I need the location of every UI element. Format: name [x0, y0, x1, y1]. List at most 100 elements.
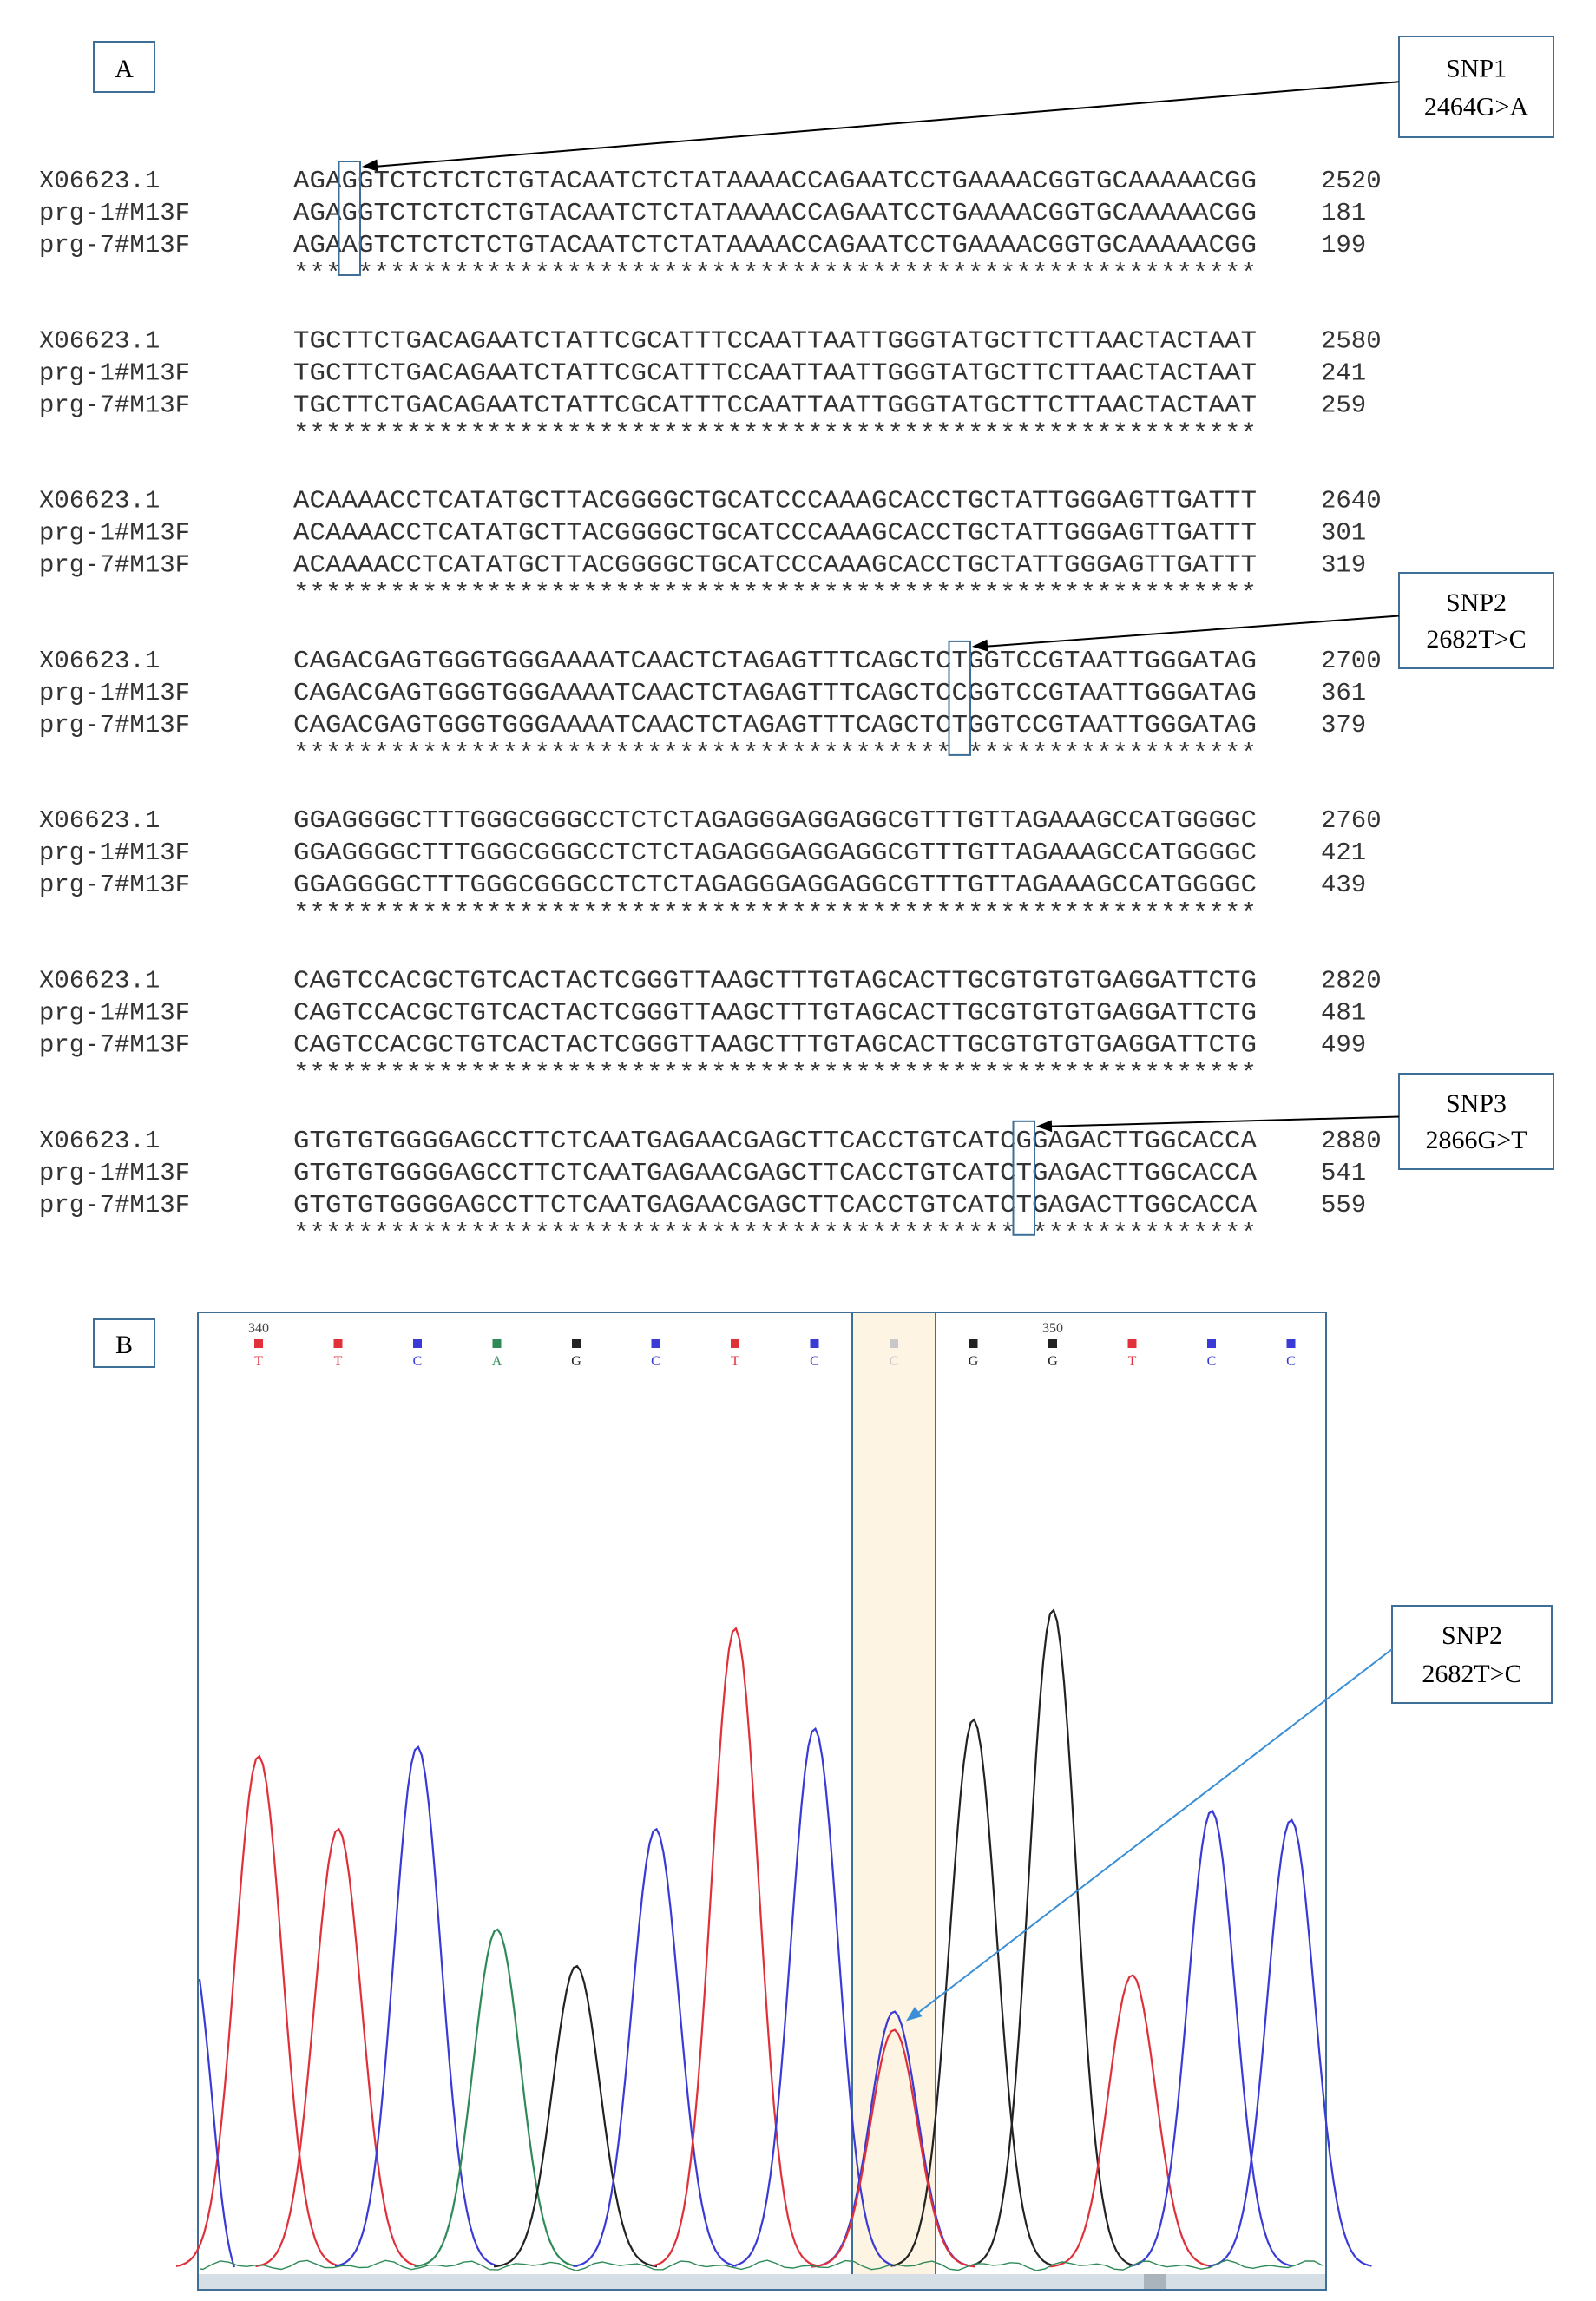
trace-peak: [890, 1718, 1054, 2267]
sequence-text: CAGTCCACGCTGTCACTACTCGGGTTAAGCTTTGTAGCAC…: [293, 1031, 1257, 1060]
sequence-name: prg-1#M13F: [39, 679, 190, 707]
chromatogram-snp-callout-box: [1391, 1605, 1553, 1704]
sequence-name: prg-7#M13F: [39, 231, 190, 260]
chromatogram-snp-arrow-line: [916, 1648, 1393, 2015]
sequence-text: CAGTCCACGCTGTCACTACTCGGGTTAAGCTTTGTAGCAC…: [293, 967, 1257, 996]
sequence-text: TGCTTCTGACAGAATCTATTCGCATTTCCAATTAATTGGG…: [293, 391, 1257, 419]
base-call-marker: [254, 1339, 263, 1348]
base-call-letter: C: [413, 1354, 423, 1369]
sequence-name: X06623.1: [39, 167, 160, 195]
consensus-line: ****************************************…: [293, 1220, 1257, 1248]
snp-callout-box: [1398, 1073, 1554, 1170]
base-call-marker: [413, 1339, 422, 1348]
sequence-position: 2820: [1321, 967, 1382, 996]
base-call-marker: [1048, 1339, 1057, 1348]
base-call-letter: G: [1048, 1354, 1058, 1369]
sequence-position: 199: [1321, 231, 1366, 260]
panel-b-chromatogram: B 340 350 T T C A G C T C C G G T C C SNP2 2682T>C: [93, 1312, 1553, 2291]
base-call-marker: [572, 1339, 581, 1348]
snp-callout-change: 2682T>C: [1426, 625, 1526, 654]
panel-a-label-box: [93, 41, 155, 93]
sequence-text: ACAAAACCTCATATGCTTACGGGGCTGCATCCCAAAGCAC…: [293, 551, 1257, 580]
sequence-position: 481: [1321, 999, 1366, 1028]
base-call-letter: T: [1128, 1354, 1137, 1369]
sequence-name: prg-7#M13F: [39, 551, 190, 580]
sequence-text: CAGTCCACGCTGTCACTACTCGGGTTAAGCTTTGTAGCAC…: [293, 999, 1257, 1028]
chromatogram-snp-arrow-head: [906, 2006, 923, 2022]
snp-callouts: SNP1 2464G>A SNP2 2682T>C SNP3 2866G>T: [362, 36, 1554, 1170]
consensus-line: ****************************************…: [293, 580, 1257, 608]
sequence-position: 2880: [1321, 1127, 1382, 1155]
base-call-marker: [810, 1339, 819, 1348]
sequence-name: X06623.1: [39, 487, 160, 516]
snp-callout-name: SNP1: [1446, 54, 1507, 82]
sequence-text: TGCTTCTGACAGAATCTATTCGCATTTCCAATTAATTGGG…: [293, 326, 1257, 355]
sequence-name: X06623.1: [39, 806, 160, 835]
sequence-position: 541: [1321, 1159, 1366, 1187]
trace-position-label: 340: [248, 1321, 269, 1336]
base-call-marker: [1127, 1339, 1137, 1348]
trace-edge-peak: [198, 1978, 236, 2268]
sequence-text: GGAGGGGCTTTGGGCGGGCCTCTCTAGAGGGAGGAGGCGT…: [293, 871, 1257, 899]
sequence-name: prg-1#M13F: [39, 358, 190, 387]
consensus-line: ****************************************…: [293, 419, 1257, 448]
trace-peak: [1049, 1974, 1213, 2268]
sequence-text: GGAGGGGCTTTGGGCGGGCCTCTCTAGAGGGAGGAGGCGT…: [293, 806, 1257, 835]
sequence-text: ACAAAACCTCATATGCTTACGGGGCTGCATCCCAAAGCAC…: [293, 487, 1257, 516]
trace-peak: [493, 1964, 658, 2268]
base-call-letter: T: [731, 1354, 739, 1369]
snp-callout-box: [1398, 572, 1554, 669]
chromatogram-frame: [197, 1312, 1327, 2291]
sequence-position: 259: [1321, 391, 1366, 419]
sequence-position: 2580: [1321, 326, 1382, 355]
snp-arrow-head: [362, 159, 378, 172]
panel-b-label: B: [115, 1331, 133, 1359]
base-call-marker: [969, 1339, 978, 1348]
snp-box: [338, 161, 361, 276]
sequence-text: AGAAGTCTCTCTCTGTACAATCTCTATAAAACCAGAATCC…: [293, 231, 1257, 260]
base-call-marker: [890, 1339, 898, 1348]
sequence-name: X06623.1: [39, 647, 160, 675]
snp-arrow-head: [1036, 1120, 1053, 1133]
sequence-name: prg-1#M13F: [39, 199, 190, 227]
trace-peak: [334, 1745, 499, 2267]
sequence-name: X06623.1: [39, 326, 160, 355]
scroll-thumb: [1144, 2274, 1166, 2289]
base-call-letter: C: [890, 1354, 899, 1369]
sequence-name: X06623.1: [39, 1127, 160, 1155]
sequence-text: CAGACGAGTGGGTGGGAAAATCAACTCTAGAGTTTCAGCT…: [293, 679, 1257, 707]
sequence-position: 181: [1321, 199, 1366, 227]
sequence-text: CAGACGAGTGGGTGGGAAAATCAACTCTAGAGTTTCAGCT…: [293, 647, 1257, 675]
sequence-name: prg-1#M13F: [39, 519, 190, 548]
trace-peak: [414, 1928, 578, 2268]
sequence-position: 2640: [1321, 487, 1382, 516]
snp-callout-change: 2866G>T: [1426, 1126, 1527, 1154]
panel-b-label-box: [93, 1318, 155, 1368]
base-call-letter: G: [969, 1354, 979, 1369]
snp-callout-box: [1398, 36, 1554, 138]
consensus-line: ****************************************…: [293, 1060, 1257, 1088]
snp-callout-name: SNP2: [1446, 588, 1507, 617]
base-call-marker: [1286, 1339, 1296, 1348]
panel-a-label: A: [115, 55, 134, 83]
snp-arrow-head: [972, 639, 988, 652]
trace-peak: [1128, 1809, 1293, 2267]
sequence-text: ACAAAACCTCATATGCTTACGGGGCTGCATCCCAAAGCAC…: [293, 519, 1257, 548]
chromatogram-snp-name: SNP2: [1442, 1621, 1502, 1650]
base-call-letter: A: [492, 1354, 502, 1369]
consensus-line: *** ************************************…: [293, 260, 1257, 288]
trace-peak: [732, 1726, 896, 2267]
alignment-rows: X06623.1 AGAGGTCTCTCTCTGTACAATCTCTATAAAAC…: [39, 167, 1382, 1248]
sequence-position: 559: [1321, 1191, 1366, 1220]
sequence-position: 361: [1321, 679, 1366, 707]
snp-box: [1012, 1120, 1035, 1236]
chromatogram-content: 340 350 T T C A G C T C C G G T C C SNP2 2682T>C: [175, 1312, 1553, 2291]
base-call-marker: [333, 1339, 343, 1348]
consensus-line: ****************************************…: [293, 899, 1257, 928]
trace-peak: [652, 1627, 817, 2267]
trace-peak: [255, 1827, 419, 2268]
trace-position-label: 350: [1042, 1321, 1063, 1336]
highlighted-base-column: [851, 1312, 936, 2291]
sequence-name: prg-7#M13F: [39, 391, 190, 419]
